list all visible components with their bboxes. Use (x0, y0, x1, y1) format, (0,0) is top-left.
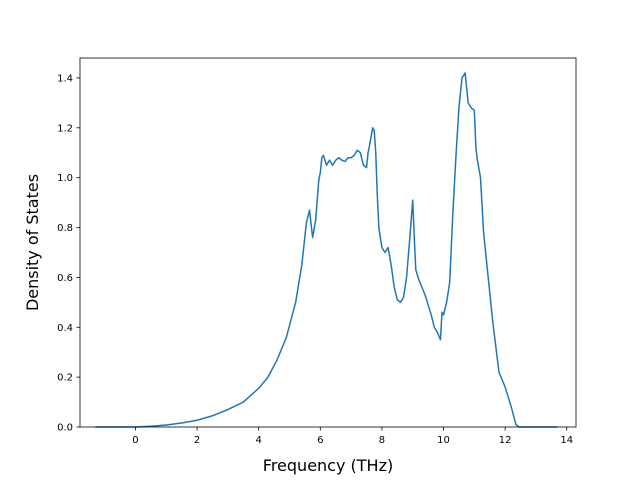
x-tick-label: 14 (560, 435, 573, 446)
y-tick-label: 0.2 (57, 373, 73, 384)
plot-frame (79, 57, 577, 428)
y-tick-label: 0.8 (57, 223, 73, 234)
x-tick-label: 4 (255, 435, 261, 446)
x-tick-label: 8 (379, 435, 385, 446)
y-tick-label: 0.6 (57, 273, 73, 284)
x-tick-label: 6 (317, 435, 323, 446)
y-tick-label: 0.0 (57, 423, 73, 434)
x-tick-label: 0 (132, 435, 138, 446)
y-axis-label: Density of States (23, 174, 42, 311)
y-tick-label: 1.0 (57, 173, 73, 184)
y-tick-label: 0.4 (57, 323, 73, 334)
x-axis-label: Frequency (THz) (263, 456, 393, 475)
dos-series-line (95, 72, 558, 428)
x-tick-label: 2 (194, 435, 200, 446)
x-tick-label: 12 (499, 435, 512, 446)
y-tick-label: 1.4 (57, 73, 73, 84)
y-tick-label: 1.2 (57, 123, 73, 134)
x-tick-label: 10 (437, 435, 450, 446)
